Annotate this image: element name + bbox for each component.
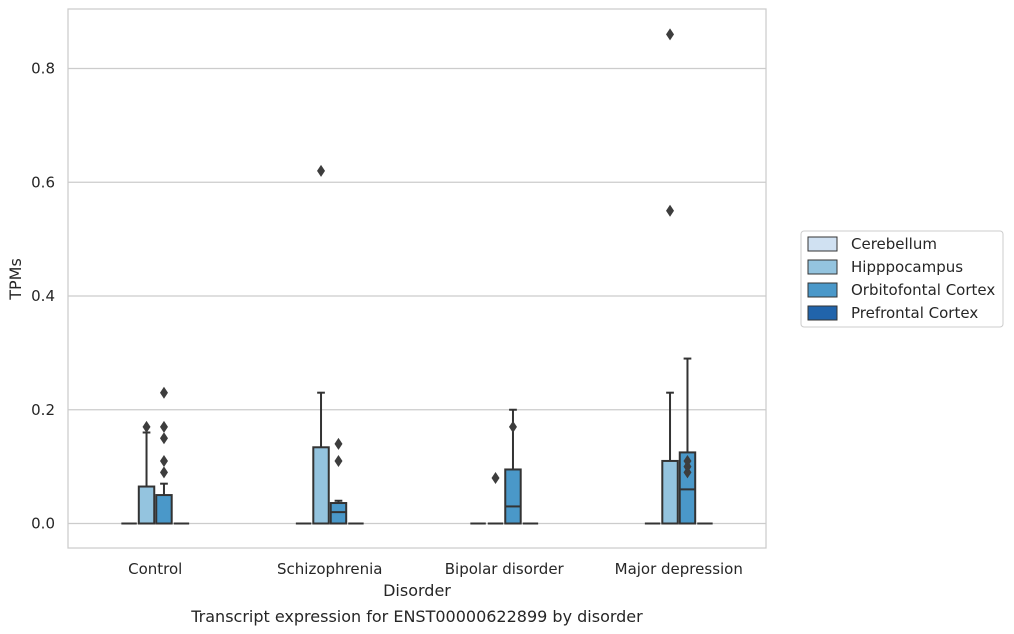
- x-tick-label: Control: [128, 560, 182, 578]
- box-1-1: [312, 164, 330, 525]
- outlier-point: [334, 437, 343, 450]
- box-iqr: [155, 494, 173, 525]
- box-iqr: [661, 459, 679, 525]
- outlier-point: [159, 386, 168, 399]
- outlier-point: [142, 420, 151, 433]
- legend-label: Prefrontal Cortex: [851, 304, 978, 322]
- outlier-point: [159, 466, 168, 479]
- box-1-2: [487, 472, 504, 525]
- box-1-3: [661, 28, 679, 525]
- outlier-point: [334, 454, 343, 467]
- legend-label: Cerebellum: [851, 235, 937, 253]
- x-tick-label: Schizophrenia: [277, 560, 382, 578]
- outlier-point: [317, 164, 326, 177]
- box-2-0: [155, 386, 173, 525]
- box-1-0: [137, 420, 156, 525]
- chart-caption: Transcript expression for ENST0000062289…: [190, 607, 643, 626]
- legend-swatch: [807, 305, 838, 321]
- box-layer: [121, 28, 713, 525]
- x-tick-label: Bipolar disorder: [445, 560, 565, 578]
- y-tick-label: 0.8: [31, 60, 55, 78]
- outlier-point: [159, 454, 168, 467]
- legend-label: Hipppocampus: [851, 258, 963, 276]
- x-axis-label: Disorder: [383, 581, 451, 600]
- legend-swatch: [807, 236, 838, 252]
- outlier-point: [159, 432, 168, 445]
- outlier-point: [666, 28, 675, 41]
- box-iqr: [312, 446, 330, 525]
- y-tick-label: 0.0: [31, 515, 55, 533]
- box-iqr: [329, 502, 348, 525]
- legend-label: Orbitofontal Cortex: [851, 281, 995, 299]
- y-tick-label: 0.2: [31, 401, 55, 419]
- legend-swatch: [807, 259, 838, 275]
- legend-swatch: [807, 282, 838, 298]
- box-iqr: [504, 468, 522, 525]
- plot-frame: [67, 8, 767, 549]
- box-2-1: [329, 437, 348, 525]
- legend-frame: [800, 230, 1004, 328]
- y-tick-labels: 0.0 0.2 0.4 0.6 0.8: [31, 60, 55, 533]
- outlier-point: [508, 420, 517, 433]
- y-tick-label: 0.6: [31, 173, 55, 191]
- box-2-3: [678, 357, 697, 525]
- y-axis-label: TPMs: [6, 258, 25, 301]
- outlier-point: [159, 420, 168, 433]
- outlier-point: [683, 454, 692, 467]
- box-iqr: [137, 485, 156, 525]
- grid-lines: [68, 67, 766, 525]
- box-iqr: [678, 451, 697, 525]
- x-tick-label: Major depression: [615, 560, 743, 578]
- y-tick-label: 0.4: [31, 287, 55, 305]
- outlier-point: [666, 204, 675, 217]
- legend: Cerebellum Hipppocampus Orbitofontal Corte…: [800, 230, 1004, 328]
- box-2-2: [504, 408, 522, 525]
- outlier-point: [491, 472, 500, 484]
- x-tick-labels: Control Schizophrenia Bipolar disorder Majo…: [128, 560, 743, 578]
